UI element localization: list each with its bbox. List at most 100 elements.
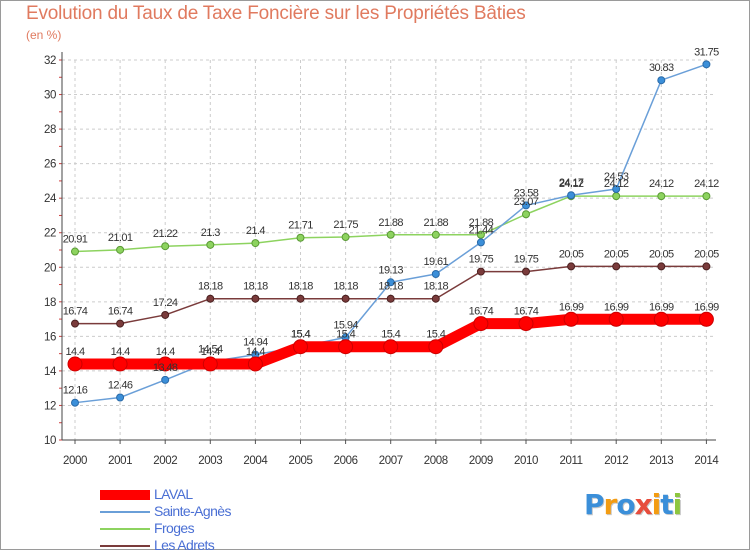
data-point-les-adrets bbox=[431, 294, 440, 303]
data-label-laval: 16.99 bbox=[559, 301, 584, 313]
data-label-les-adrets: 19.75 bbox=[469, 254, 494, 266]
data-label-laval: 14.4 bbox=[201, 346, 220, 358]
data-label-les-adrets: 16.74 bbox=[63, 306, 88, 318]
x-tick-label: 2010 bbox=[514, 455, 538, 467]
data-label-froges: 21.88 bbox=[424, 217, 449, 229]
chart-title: Evolution du Taux de Taxe Foncière sur l… bbox=[26, 3, 526, 24]
x-tick-label: 2013 bbox=[649, 455, 673, 467]
data-point-froges bbox=[206, 240, 215, 249]
data-point-froges bbox=[71, 247, 79, 256]
data-label-les-adrets: 18.18 bbox=[424, 281, 449, 293]
data-point-froges bbox=[612, 192, 621, 201]
data-label-froges: 21.71 bbox=[288, 220, 313, 232]
data-label-froges: 20.91 bbox=[63, 234, 88, 246]
data-label-froges: 24.12 bbox=[649, 178, 674, 190]
data-point-les-adrets bbox=[522, 267, 530, 276]
logo-letter: o bbox=[616, 488, 635, 521]
y-tick-label: 12 bbox=[44, 400, 56, 412]
data-point-les-adrets bbox=[476, 267, 485, 276]
y-tick-label: 16 bbox=[44, 331, 56, 343]
y-tick-label: 26 bbox=[44, 159, 56, 171]
data-point-laval bbox=[112, 356, 128, 372]
x-tick-label: 2011 bbox=[560, 455, 583, 467]
data-point-sainte-agnes bbox=[702, 60, 711, 69]
data-point-laval bbox=[518, 316, 534, 332]
data-label-les-adrets: 18.18 bbox=[198, 281, 223, 293]
y-tick-label: 18 bbox=[44, 297, 56, 309]
x-tick-label: 2001 bbox=[108, 455, 132, 467]
data-point-les-adrets bbox=[296, 294, 305, 303]
data-label-sainte-agnes: 31.75 bbox=[694, 46, 719, 58]
data-label-laval: 14.4 bbox=[65, 346, 84, 358]
data-point-froges bbox=[116, 245, 125, 254]
logo-letter: r bbox=[603, 488, 618, 521]
y-tick-label: 22 bbox=[44, 228, 56, 240]
data-label-les-adrets: 18.18 bbox=[378, 281, 403, 293]
data-label-sainte-agnes: 14.94 bbox=[243, 337, 268, 349]
data-label-les-adrets: 16.74 bbox=[108, 306, 133, 318]
legend-swatch-froges bbox=[100, 528, 150, 530]
data-point-froges bbox=[296, 233, 305, 242]
data-point-froges bbox=[386, 230, 395, 239]
data-point-froges bbox=[476, 230, 485, 239]
data-label-les-adrets: 20.05 bbox=[649, 248, 674, 260]
data-point-les-adrets bbox=[161, 310, 170, 319]
x-tick-label: 2002 bbox=[153, 455, 177, 467]
data-label-froges: 21.75 bbox=[333, 219, 358, 231]
logo-letter: i bbox=[672, 488, 683, 521]
data-point-sainte-agnes bbox=[431, 270, 440, 279]
data-point-laval bbox=[383, 339, 399, 355]
data-label-froges: 21.4 bbox=[246, 225, 265, 237]
data-point-les-adrets bbox=[702, 262, 711, 271]
x-tick-label: 2012 bbox=[604, 455, 628, 467]
data-point-les-adrets bbox=[657, 262, 666, 271]
data-point-froges bbox=[161, 242, 170, 251]
data-label-laval: 16.99 bbox=[649, 301, 674, 313]
x-tick-label: 2003 bbox=[198, 455, 222, 467]
data-label-sainte-agnes: 12.16 bbox=[63, 385, 88, 397]
data-label-froges: 21.88 bbox=[378, 217, 403, 229]
data-label-laval: 14.4 bbox=[156, 346, 175, 358]
data-point-sainte-agnes bbox=[71, 398, 79, 407]
data-label-sainte-agnes: 12.46 bbox=[108, 380, 133, 392]
data-point-sainte-agnes bbox=[522, 201, 530, 210]
data-point-les-adrets bbox=[567, 262, 576, 271]
series-laval bbox=[67, 311, 714, 372]
data-point-les-adrets bbox=[251, 294, 260, 303]
data-label-les-adrets: 17.24 bbox=[153, 297, 178, 309]
y-tick-label: 14 bbox=[44, 366, 57, 378]
data-point-laval bbox=[293, 339, 308, 355]
data-point-laval bbox=[473, 316, 489, 332]
data-point-les-adrets bbox=[612, 262, 621, 271]
data-label-sainte-agnes: 19.61 bbox=[424, 256, 449, 268]
x-tick-label: 2004 bbox=[243, 455, 268, 467]
data-point-froges bbox=[522, 210, 530, 219]
data-label-sainte-agnes: 24.17 bbox=[559, 177, 584, 189]
data-point-sainte-agnes bbox=[612, 185, 621, 194]
data-point-laval bbox=[428, 339, 444, 355]
data-point-laval bbox=[67, 356, 83, 372]
data-label-sainte-agnes: 30.83 bbox=[649, 62, 674, 74]
data-label-les-adrets: 20.05 bbox=[694, 248, 719, 260]
data-label-froges: 24.12 bbox=[604, 178, 629, 190]
data-label-laval: 14.4 bbox=[246, 346, 265, 358]
data-point-les-adrets bbox=[386, 294, 395, 303]
data-label-froges: 24.12 bbox=[559, 178, 584, 190]
data-point-laval bbox=[247, 356, 263, 372]
x-tick-label: 2005 bbox=[289, 455, 313, 467]
data-label-laval: 16.99 bbox=[604, 301, 629, 313]
data-label-les-adrets: 19.75 bbox=[514, 254, 539, 266]
data-point-laval bbox=[202, 356, 218, 372]
legend-label-les-adrets: Les Adrets bbox=[154, 537, 215, 553]
data-label-laval: 16.74 bbox=[514, 306, 539, 318]
data-point-froges bbox=[251, 239, 260, 248]
data-point-sainte-agnes bbox=[476, 238, 485, 247]
data-label-sainte-agnes: 21.44 bbox=[469, 224, 494, 236]
logo-letter: t bbox=[660, 488, 673, 521]
data-point-les-adrets bbox=[116, 319, 125, 328]
data-label-les-adrets: 18.18 bbox=[243, 281, 268, 293]
data-point-sainte-agnes bbox=[657, 76, 666, 85]
y-axis-unit: (en %) bbox=[26, 28, 62, 42]
x-tick-label: 2006 bbox=[334, 455, 358, 467]
proxiti-logo: Proxiti bbox=[584, 488, 683, 521]
